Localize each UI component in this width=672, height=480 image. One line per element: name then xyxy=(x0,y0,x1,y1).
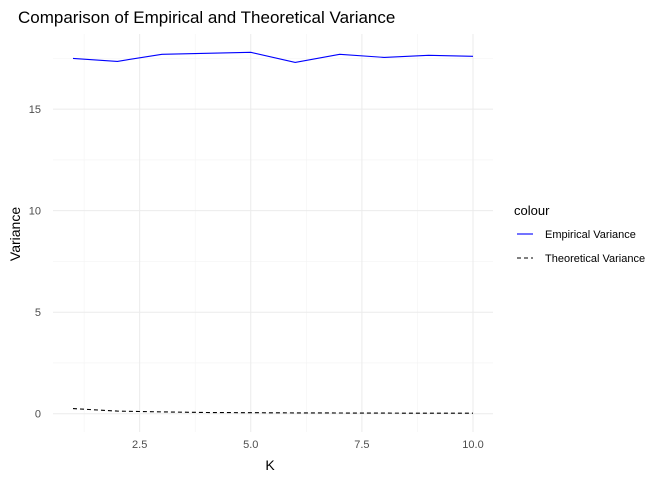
series-line-empirical xyxy=(72,51,474,63)
y-tick-label: 15 xyxy=(29,104,41,116)
x-tick-labels: 2.5 5.0 7.5 10.0 xyxy=(132,439,484,451)
legend-items: Empirical Variance Theoretical Variance xyxy=(517,229,645,265)
grid-major xyxy=(53,34,493,432)
grid-minor xyxy=(53,34,493,432)
legend-title: colour xyxy=(514,203,550,218)
x-tick-label: 5.0 xyxy=(243,439,258,451)
legend: colour Empirical Variance Theoretical Var… xyxy=(514,203,645,265)
x-tick-label: 7.5 xyxy=(354,439,369,451)
y-axis-title: Variance xyxy=(7,207,23,261)
series-layer xyxy=(72,51,474,414)
y-tick-label: 0 xyxy=(35,409,41,421)
legend-label-empirical: Empirical Variance xyxy=(545,229,636,241)
chart-title: Comparison of Empirical and Theoretical … xyxy=(18,8,395,27)
x-tick-label: 2.5 xyxy=(132,439,147,451)
x-axis-title: K xyxy=(265,457,275,473)
y-tick-labels: 0 5 10 15 xyxy=(29,104,41,421)
x-tick-label: 10.0 xyxy=(462,439,483,451)
series-line-theoretical xyxy=(72,408,473,414)
y-tick-label: 5 xyxy=(35,307,41,319)
y-tick-label: 10 xyxy=(29,206,41,218)
legend-label-theoretical: Theoretical Variance xyxy=(545,253,645,265)
